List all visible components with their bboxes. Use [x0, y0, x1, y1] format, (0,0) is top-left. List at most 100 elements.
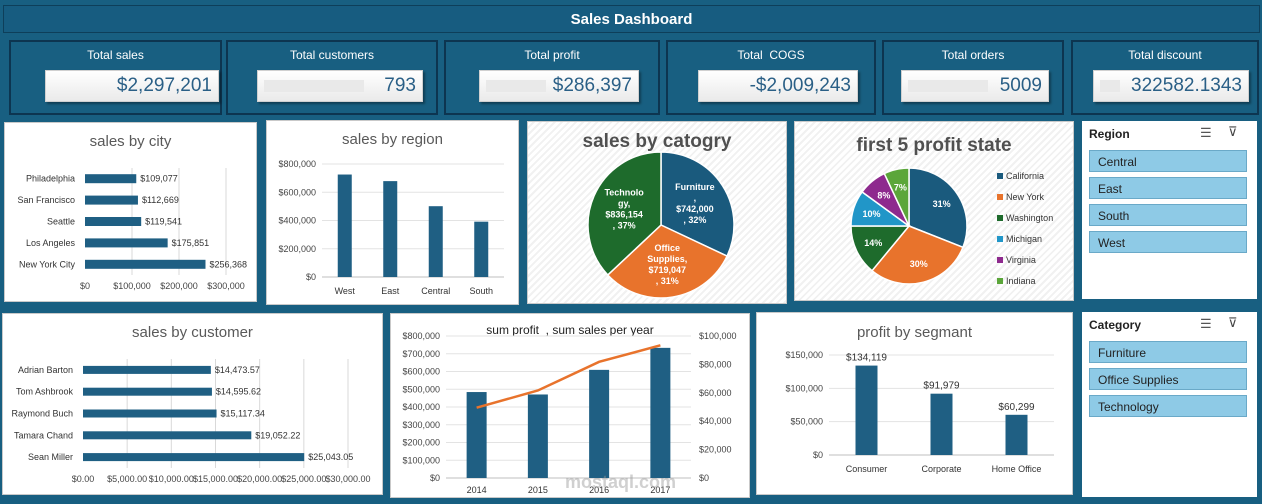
- data-label: $91,979: [923, 381, 960, 392]
- profit-line: [476, 344, 661, 409]
- kpi-total-customers: Total customers 793: [226, 40, 438, 115]
- data-label: $60,299: [998, 402, 1035, 413]
- bar: [650, 347, 671, 478]
- slicer-item-office-supplies[interactable]: Office Supplies: [1089, 368, 1247, 390]
- slice-label: 10%: [862, 209, 880, 219]
- bar: [466, 392, 487, 478]
- profit-by-segment-svg: $0 $50,000 $100,000 $150,000 Consumer $134,11…: [785, 350, 1054, 474]
- category-label: Consumer: [846, 464, 888, 474]
- chart-title: first 5 profit state: [856, 135, 1012, 156]
- y-tick-label-left: $300,000: [402, 420, 440, 430]
- category-label: South: [469, 286, 493, 296]
- legend-label: Michigan: [1006, 234, 1042, 244]
- pie-slice: [606, 224, 729, 299]
- x-tick-label: $5,000.00: [107, 474, 147, 484]
- kpi-label: Total customers: [289, 48, 375, 62]
- y-tick-label-left: $100,000: [402, 455, 440, 465]
- kpi-total-cogs: Total COGS -$2,009,243: [666, 40, 876, 115]
- bar: [474, 221, 489, 277]
- category-label: Los Angeles: [26, 238, 76, 248]
- category-label: Adrian Barton: [18, 365, 73, 375]
- slicer-item-west[interactable]: West: [1089, 231, 1247, 253]
- data-label: $119,541: [145, 217, 182, 227]
- multi-select-icon[interactable]: ☰: [1200, 316, 1212, 331]
- y-tick-label: $150,000: [785, 350, 823, 360]
- slicer-item-east[interactable]: East: [1089, 177, 1247, 199]
- y-tick-label-right: $0: [699, 473, 709, 483]
- data-label: $19,052.22: [255, 430, 300, 440]
- legend-label: Indiana: [1006, 276, 1036, 286]
- x-tick-label: $10,000.00: [149, 474, 194, 484]
- profit-state-svg: 31% 30% 14% 10% 8% 7% California New York Washin…: [850, 167, 1053, 286]
- data-label: $15,117.34: [221, 409, 265, 419]
- chart-title: sales by customer: [132, 324, 253, 341]
- bar: [85, 259, 206, 269]
- sales-by-city-chart: sales by city $0 $100,000 $200,000 $300,000…: [4, 122, 257, 302]
- category-label: 2017: [650, 485, 670, 495]
- category-label: Seattle: [47, 217, 75, 227]
- slicer-item-technology[interactable]: Technology: [1089, 395, 1247, 417]
- legend-swatch: [997, 278, 1003, 284]
- y-tick-label-left: $600,000: [402, 367, 440, 377]
- pie-slice: [908, 167, 968, 249]
- y-tick-label: $600,000: [278, 187, 316, 197]
- slice-label: Furniture, $742,000, 32%: [675, 182, 715, 225]
- legend-swatch: [997, 194, 1003, 200]
- sales-by-category-svg: Furniture, $742,000, 32% Office Supplies, $7…: [587, 151, 735, 299]
- x-tick-label: $200,000: [160, 281, 198, 291]
- data-label: $175,851: [172, 238, 210, 248]
- profit-sales-per-year-svg: $0 $100,000 $200,000 $300,000 $400,000 $500,0…: [402, 331, 737, 495]
- legend-label: California: [1006, 171, 1044, 181]
- y-tick-label: $100,000: [785, 383, 823, 393]
- chart-title: sales by catogry: [582, 131, 732, 152]
- pie-slice: [883, 167, 910, 227]
- sales-by-city-svg: $0 $100,000 $200,000 $300,000 Philadelphia $1…: [17, 168, 247, 291]
- y-tick-label-left: $500,000: [402, 384, 440, 394]
- y-tick-label-left: $0: [430, 473, 440, 483]
- slicer-item-central[interactable]: Central: [1089, 150, 1247, 172]
- region-slicer: Region ☰ ⊽ Central East South West: [1082, 121, 1257, 299]
- bar: [83, 387, 212, 396]
- y-tick-label-right: $80,000: [699, 359, 732, 369]
- slicer-title: Region: [1089, 127, 1130, 141]
- y-tick-label: $200,000: [278, 244, 316, 254]
- kpi-value: 322582.1343: [1093, 70, 1249, 102]
- legend-swatch: [997, 173, 1003, 179]
- chart-title: profit by segmant: [856, 324, 973, 341]
- sales-by-category-chart: sales by catogry Furniture, $742,000, 32%…: [527, 121, 787, 304]
- bar: [337, 174, 352, 277]
- y-tick-label-right: $100,000: [699, 331, 737, 341]
- data-label: $14,473.57: [215, 365, 260, 375]
- y-tick-label: $0: [813, 450, 823, 460]
- profit-sales-per-year-chart: sum profit , sum sales per year $0 $100,0…: [390, 313, 750, 498]
- bar: [527, 394, 548, 478]
- kpi-label: Total profit: [524, 48, 580, 62]
- bar: [589, 369, 610, 478]
- pie-slice: [870, 225, 964, 285]
- data-label: $14,595.62: [216, 387, 261, 397]
- profit-by-segment-chart: profit by segmant $0 $50,000 $100,000 $150,…: [756, 312, 1073, 495]
- sales-by-region-chart: sales by region $0 $200,000 $400,000 $600,0…: [266, 120, 519, 305]
- chart-title: sales by region: [342, 131, 443, 148]
- x-tick-label: $0.00: [72, 474, 95, 484]
- slicer-item-south[interactable]: South: [1089, 204, 1247, 226]
- clear-filter-icon[interactable]: ⊽: [1228, 124, 1238, 139]
- kpi-total-orders: Total orders 5009: [882, 40, 1064, 115]
- y-tick-label-left: $200,000: [402, 438, 440, 448]
- clear-filter-icon[interactable]: ⊽: [1228, 315, 1238, 330]
- kpi-total-discount: Total discount 322582.1343: [1071, 40, 1259, 115]
- category-label: Corporate: [921, 464, 961, 474]
- slicer-item-furniture[interactable]: Furniture: [1089, 341, 1247, 363]
- kpi-total-profit: Total profit $286,397: [444, 40, 660, 115]
- multi-select-icon[interactable]: ☰: [1200, 125, 1212, 140]
- pie-slice: [850, 225, 911, 272]
- x-tick-label: $20,000.00: [237, 474, 282, 484]
- kpi-label: Total sales: [87, 48, 144, 62]
- legend-label: Washington: [1006, 213, 1053, 223]
- bar: [85, 217, 142, 226]
- pie-slice: [587, 151, 662, 277]
- legend-label: New York: [1006, 192, 1045, 202]
- y-tick-label-left: $400,000: [402, 402, 440, 412]
- bar: [85, 238, 168, 248]
- category-label: West: [335, 286, 356, 296]
